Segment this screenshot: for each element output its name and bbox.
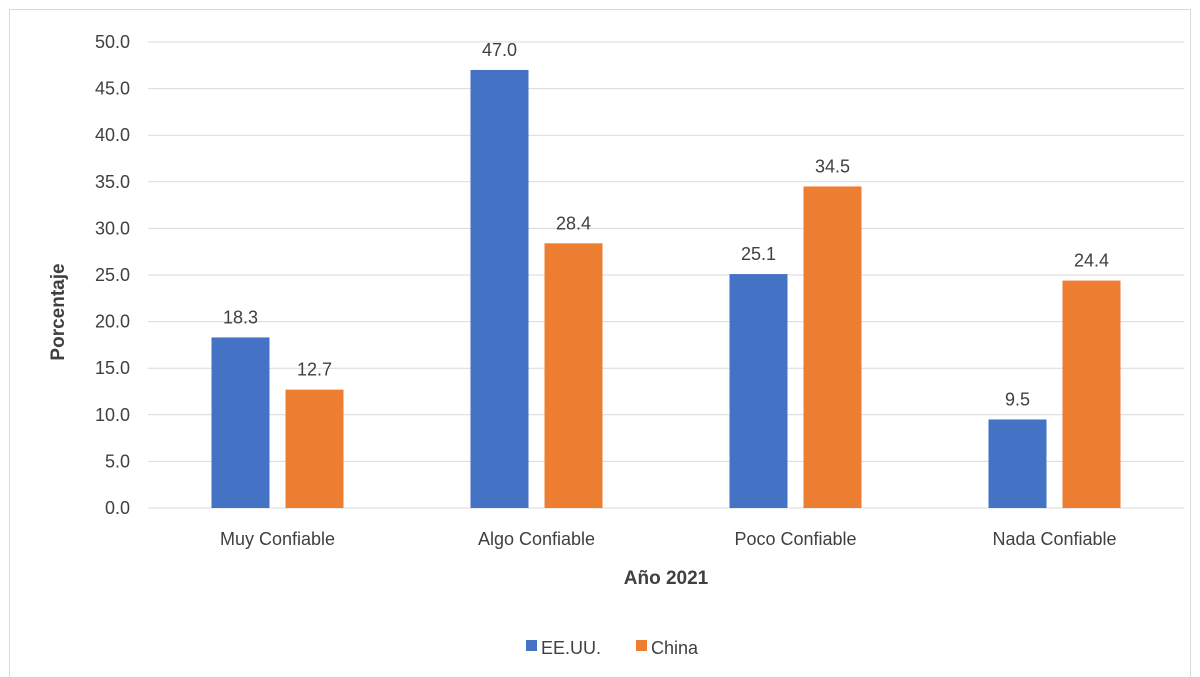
- y-tick-label: 25.0: [95, 265, 130, 285]
- legend-label-china: China: [651, 638, 699, 658]
- data-label: 12.7: [297, 360, 332, 380]
- category-label: Nada Confiable: [992, 529, 1116, 549]
- data-label: 9.5: [1005, 389, 1030, 409]
- y-tick-label: 0.0: [105, 498, 130, 518]
- y-tick-label: 45.0: [95, 79, 130, 99]
- y-tick-label: 40.0: [95, 125, 130, 145]
- bar-eeuu: [988, 419, 1047, 508]
- y-tick-label: 50.0: [95, 32, 130, 52]
- data-label: 24.4: [1074, 251, 1109, 271]
- y-tick-label: 35.0: [95, 172, 130, 192]
- legend-label-eeuu: EE.UU.: [541, 638, 601, 658]
- bar-china: [544, 243, 603, 508]
- data-labels: 18.3 12.7 47.0 28.4 25.1 34.5 9.5 24.4: [223, 40, 1109, 409]
- bars: [211, 69, 1121, 509]
- bar-eeuu: [211, 337, 270, 508]
- x-axis-categories: Muy Confiable Algo Confiable Poco Confiabl…: [220, 529, 1117, 549]
- bar-eeuu: [729, 274, 788, 508]
- bar-china: [803, 186, 862, 508]
- bar-china: [285, 389, 344, 508]
- y-axis-ticks: 0.0 5.0 10.0 15.0 20.0 25.0 30.0 35.0 40.0 45.0 50…: [95, 32, 130, 518]
- y-tick-label: 5.0: [105, 451, 130, 471]
- legend: EE.UU. China: [526, 638, 699, 658]
- y-tick-label: 20.0: [95, 312, 130, 332]
- data-label: 47.0: [482, 40, 517, 60]
- bar-china: [1062, 280, 1121, 508]
- data-label: 25.1: [741, 244, 776, 264]
- y-axis-title: Porcentaje: [48, 263, 69, 360]
- legend-swatch-china: [636, 640, 647, 651]
- y-tick-label: 30.0: [95, 218, 130, 238]
- y-tick-label: 15.0: [95, 358, 130, 378]
- x-axis-title: Año 2021: [624, 568, 709, 589]
- data-label: 34.5: [815, 156, 850, 176]
- category-label: Muy Confiable: [220, 529, 335, 549]
- y-tick-label: 10.0: [95, 405, 130, 425]
- legend-swatch-eeuu: [526, 640, 537, 651]
- category-label: Algo Confiable: [478, 529, 595, 549]
- data-label: 28.4: [556, 213, 591, 233]
- category-label: Poco Confiable: [734, 529, 856, 549]
- bar-eeuu: [470, 69, 529, 509]
- data-label: 18.3: [223, 307, 258, 327]
